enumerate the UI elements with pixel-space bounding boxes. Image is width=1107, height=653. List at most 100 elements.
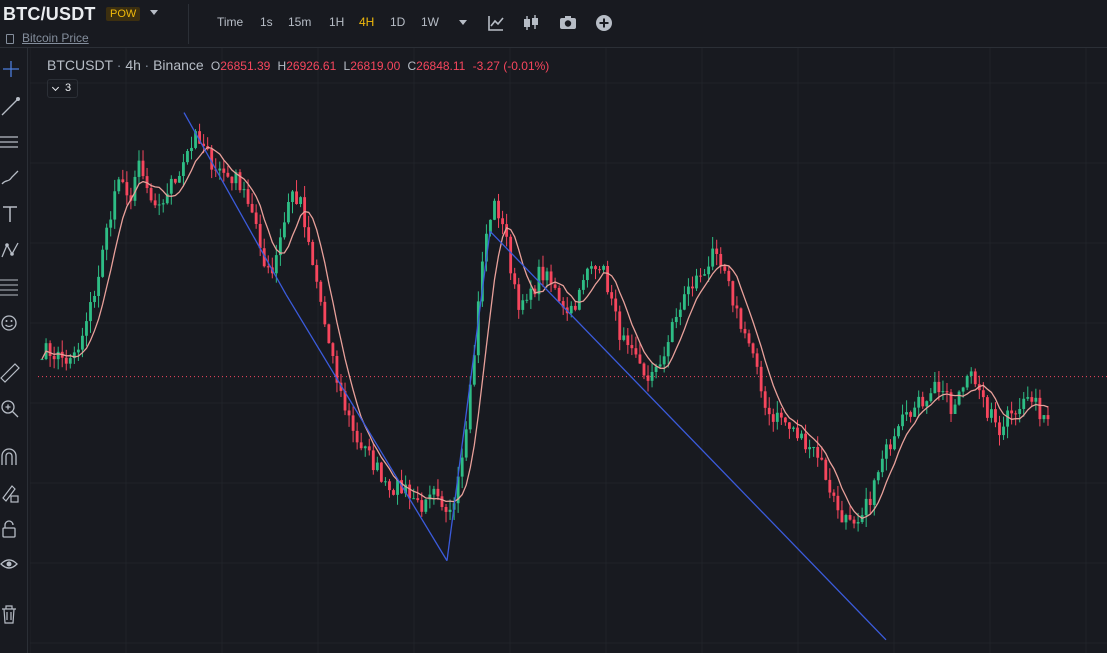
ohlc-legend: BTCUSDT · 4h · Binance O26851.39 H26926.… (47, 57, 550, 73)
price-chart[interactable] (30, 48, 1107, 653)
ruler-icon[interactable] (0, 361, 22, 383)
candle-body (783, 417, 787, 423)
tf-1d[interactable]: 1D (390, 15, 406, 29)
trend-line[interactable] (285, 294, 448, 562)
candle-body (291, 191, 294, 203)
candle-body (101, 249, 105, 277)
candle-body (674, 316, 678, 323)
trend-line[interactable] (489, 230, 887, 641)
chart-type-icon[interactable] (522, 14, 540, 32)
candle-body (1022, 398, 1026, 409)
horizontal-lines-icon[interactable] (0, 131, 22, 153)
candle-body (1014, 413, 1018, 415)
candle-body (497, 200, 500, 219)
fib-icon[interactable] (0, 275, 22, 297)
candle-body (1018, 408, 1022, 414)
add-icon[interactable] (595, 14, 613, 32)
camera-icon[interactable] (559, 14, 577, 32)
candle-body (816, 447, 820, 458)
candle-body (501, 218, 504, 225)
lock-drawing-icon[interactable] (0, 482, 22, 504)
indicators-icon[interactable] (487, 14, 505, 32)
candle-body (1034, 397, 1038, 402)
candle-body (1026, 397, 1030, 399)
candle-body (194, 131, 197, 148)
candle-body (404, 484, 408, 494)
eye-icon[interactable] (0, 554, 22, 576)
pair-dropdown-icon[interactable] (150, 10, 158, 15)
candle-body (779, 412, 783, 418)
brush-icon[interactable] (0, 167, 22, 189)
candle-body (476, 301, 480, 356)
candle-body (464, 429, 468, 458)
candle-body (254, 212, 258, 224)
candle-body (909, 412, 913, 417)
tf-4h[interactable]: 4H (359, 15, 375, 29)
candle-body (121, 179, 125, 183)
trend-line-icon[interactable] (0, 95, 22, 117)
crosshair-icon[interactable] (0, 58, 22, 80)
candle-body (743, 328, 747, 334)
candle-body (335, 355, 339, 383)
candle-body (72, 352, 76, 359)
candle-body (715, 248, 719, 254)
pair-title[interactable]: BTC/USDT (3, 4, 96, 24)
tf-1h[interactable]: 1H (329, 15, 345, 29)
candle-body (654, 366, 658, 372)
indicator-toggle-button[interactable]: 3 (47, 79, 78, 98)
zoom-icon[interactable] (0, 397, 22, 419)
candle-body (804, 433, 807, 450)
candle-body (113, 191, 117, 220)
candle-body (367, 446, 371, 451)
candle-body (553, 284, 557, 288)
text-icon[interactable] (0, 203, 22, 225)
magnet-icon[interactable] (0, 446, 22, 468)
tf-1s[interactable]: 1s (260, 15, 273, 29)
candle-body (444, 506, 448, 512)
bitcoin-price-link[interactable]: Bitcoin Price (22, 31, 89, 45)
candle-body (412, 498, 416, 500)
candle-body (315, 265, 319, 282)
candle-body (719, 253, 723, 267)
candle-body (513, 273, 517, 285)
trash-icon[interactable] (0, 603, 22, 625)
candle-body (820, 457, 824, 460)
emoji-icon[interactable] (0, 312, 22, 334)
candle-body (307, 227, 311, 242)
legend-low-label: L (343, 59, 351, 73)
tf-time[interactable]: Time (217, 15, 244, 29)
candle-body (893, 436, 896, 450)
candle-body (828, 479, 832, 493)
candle-body (864, 498, 868, 516)
more-timeframes-icon[interactable] (459, 20, 467, 25)
candle-body (630, 345, 634, 349)
tf-15m[interactable]: 15m (288, 15, 312, 29)
candle-body (327, 324, 331, 344)
legend-close-label: C (407, 59, 417, 73)
candle-body (836, 495, 840, 511)
trend-line[interactable] (446, 231, 491, 561)
pattern-icon[interactable] (0, 239, 22, 261)
candle-body (767, 407, 771, 415)
candle-body (299, 197, 302, 205)
candle-body (173, 178, 177, 183)
trend-line[interactable] (183, 112, 287, 295)
candle-body (521, 300, 525, 310)
candle-body (133, 176, 137, 201)
candle-body (89, 302, 92, 322)
candle-body (250, 203, 254, 213)
candle-body (581, 280, 585, 290)
candle-body (493, 200, 496, 220)
candle-body (549, 271, 553, 285)
candle-body (210, 148, 214, 170)
candle-body (945, 391, 949, 393)
candle-body (509, 236, 513, 274)
lock-icon[interactable] (0, 518, 22, 540)
candle-body (1010, 410, 1014, 414)
tf-1w[interactable]: 1W (421, 15, 439, 29)
candle-body (76, 349, 80, 353)
candle-body (848, 515, 852, 520)
candle-body (222, 168, 226, 173)
candle-body (957, 391, 961, 405)
chart-grid (30, 48, 1107, 653)
